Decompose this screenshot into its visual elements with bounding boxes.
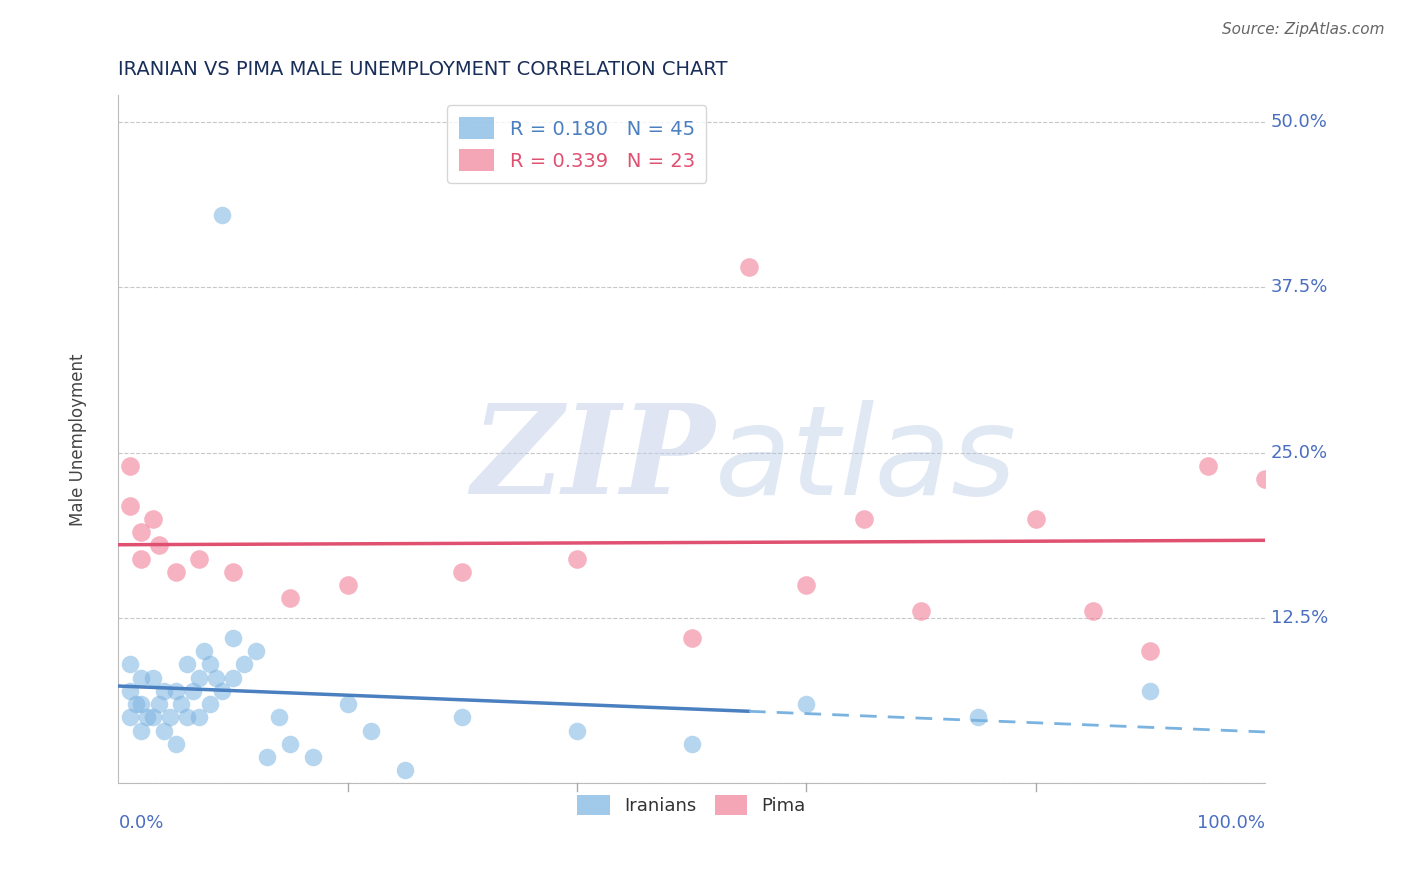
Point <box>153 684 176 698</box>
Point <box>738 260 761 275</box>
Text: 0.0%: 0.0% <box>118 814 163 832</box>
Point <box>1197 458 1219 473</box>
Point <box>153 723 176 738</box>
Point <box>131 525 153 540</box>
Point <box>360 723 382 738</box>
Point <box>336 697 359 711</box>
Point <box>256 750 278 764</box>
Point <box>181 684 204 698</box>
Point <box>198 697 221 711</box>
Point <box>148 538 170 552</box>
Point <box>187 671 209 685</box>
Point <box>222 671 245 685</box>
Text: atlas: atlas <box>714 400 1017 521</box>
Point <box>336 578 359 592</box>
Point <box>165 737 187 751</box>
Point <box>193 644 215 658</box>
Point <box>176 710 198 724</box>
Text: 50.0%: 50.0% <box>1271 113 1327 131</box>
Point <box>142 710 165 724</box>
Point <box>118 458 141 473</box>
Point <box>565 551 588 566</box>
Point <box>1081 605 1104 619</box>
Point <box>280 591 302 606</box>
Point <box>1139 644 1161 658</box>
Point <box>165 684 187 698</box>
Text: 25.0%: 25.0% <box>1271 443 1327 462</box>
Text: Source: ZipAtlas.com: Source: ZipAtlas.com <box>1222 22 1385 37</box>
Point <box>118 684 141 698</box>
Point <box>187 710 209 724</box>
Text: ZIP: ZIP <box>471 400 714 521</box>
Point <box>267 710 290 724</box>
Text: 37.5%: 37.5% <box>1271 278 1329 296</box>
Point <box>118 710 141 724</box>
Text: 100.0%: 100.0% <box>1197 814 1265 832</box>
Point <box>1025 512 1047 526</box>
Point <box>222 631 245 645</box>
Point <box>211 207 233 221</box>
Point <box>681 737 703 751</box>
Point <box>198 657 221 672</box>
Point <box>176 657 198 672</box>
Point <box>794 578 817 592</box>
Point <box>451 710 474 724</box>
Text: Male Unemployment: Male Unemployment <box>69 353 87 525</box>
Point <box>148 697 170 711</box>
Point <box>118 499 141 513</box>
Point <box>131 671 153 685</box>
Point <box>170 697 193 711</box>
Point <box>280 737 302 751</box>
Point <box>165 565 187 579</box>
Point <box>118 657 141 672</box>
Point <box>681 631 703 645</box>
Point <box>136 710 159 724</box>
Legend: Iranians, Pima: Iranians, Pima <box>571 788 813 822</box>
Point <box>142 671 165 685</box>
Text: 12.5%: 12.5% <box>1271 609 1327 627</box>
Point <box>222 565 245 579</box>
Point <box>910 605 932 619</box>
Point <box>302 750 325 764</box>
Point <box>159 710 181 724</box>
Point <box>211 684 233 698</box>
Point <box>131 723 153 738</box>
Point <box>1254 472 1277 486</box>
Point <box>142 512 165 526</box>
Point <box>967 710 990 724</box>
Point <box>852 512 875 526</box>
Point <box>205 671 228 685</box>
Point <box>451 565 474 579</box>
Point <box>131 551 153 566</box>
Point <box>187 551 209 566</box>
Point <box>394 764 416 778</box>
Point <box>233 657 256 672</box>
Point <box>124 697 146 711</box>
Point <box>794 697 817 711</box>
Point <box>565 723 588 738</box>
Point <box>131 697 153 711</box>
Point <box>1139 684 1161 698</box>
Point <box>245 644 267 658</box>
Text: IRANIAN VS PIMA MALE UNEMPLOYMENT CORRELATION CHART: IRANIAN VS PIMA MALE UNEMPLOYMENT CORREL… <box>118 60 728 78</box>
